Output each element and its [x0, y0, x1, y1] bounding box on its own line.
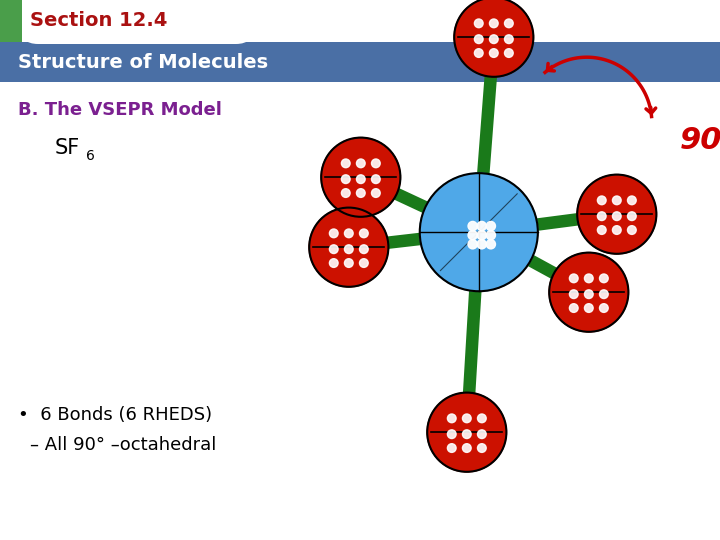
Circle shape: [490, 19, 498, 28]
Circle shape: [468, 240, 477, 249]
FancyBboxPatch shape: [20, 0, 254, 44]
Circle shape: [462, 430, 471, 438]
Circle shape: [505, 35, 513, 44]
Circle shape: [477, 444, 486, 453]
Circle shape: [329, 245, 338, 254]
Circle shape: [570, 303, 578, 313]
Circle shape: [598, 226, 606, 234]
Circle shape: [344, 229, 353, 238]
Bar: [0, 42, 720, 82]
Circle shape: [474, 49, 483, 57]
Circle shape: [628, 212, 636, 220]
Circle shape: [454, 0, 534, 77]
Circle shape: [486, 240, 495, 249]
Text: SF: SF: [55, 138, 80, 158]
Circle shape: [577, 174, 657, 254]
Circle shape: [613, 212, 621, 220]
Circle shape: [359, 259, 368, 267]
Text: B. The VSEPR Model: B. The VSEPR Model: [18, 101, 222, 119]
Text: Section 12.4: Section 12.4: [30, 11, 167, 30]
Circle shape: [372, 188, 380, 198]
Circle shape: [477, 221, 487, 231]
Circle shape: [505, 19, 513, 28]
Circle shape: [341, 159, 350, 168]
Circle shape: [570, 290, 578, 299]
Circle shape: [447, 430, 456, 438]
Circle shape: [474, 19, 483, 28]
Circle shape: [462, 414, 471, 423]
Circle shape: [474, 35, 483, 44]
Circle shape: [600, 274, 608, 283]
Circle shape: [420, 173, 538, 291]
Circle shape: [359, 245, 368, 254]
Circle shape: [613, 196, 621, 205]
Circle shape: [477, 231, 487, 240]
Circle shape: [309, 207, 388, 287]
Circle shape: [344, 245, 353, 254]
Circle shape: [356, 175, 365, 184]
Circle shape: [477, 430, 486, 438]
Circle shape: [585, 303, 593, 313]
Circle shape: [372, 159, 380, 168]
Circle shape: [427, 393, 506, 472]
Circle shape: [628, 196, 636, 205]
Circle shape: [372, 175, 380, 184]
Circle shape: [462, 444, 471, 453]
Circle shape: [468, 221, 477, 231]
Circle shape: [490, 49, 498, 57]
Circle shape: [321, 138, 400, 217]
Circle shape: [341, 175, 350, 184]
Circle shape: [598, 212, 606, 220]
Circle shape: [613, 226, 621, 234]
Circle shape: [505, 49, 513, 57]
Text: Structure of Molecules: Structure of Molecules: [18, 52, 268, 71]
Circle shape: [356, 188, 365, 198]
Text: 6: 6: [86, 149, 95, 163]
Circle shape: [447, 444, 456, 453]
Circle shape: [447, 414, 456, 423]
Circle shape: [600, 303, 608, 313]
Circle shape: [468, 231, 477, 240]
Circle shape: [477, 414, 486, 423]
Circle shape: [585, 274, 593, 283]
Text: 90°: 90°: [680, 126, 720, 154]
Circle shape: [341, 188, 350, 198]
Circle shape: [549, 253, 629, 332]
Bar: [0, 0, 22, 42]
Circle shape: [570, 274, 578, 283]
Text: – All 90° –octahedral: – All 90° –octahedral: [30, 436, 217, 454]
Circle shape: [356, 159, 365, 168]
Circle shape: [329, 259, 338, 267]
Circle shape: [486, 221, 495, 231]
Circle shape: [486, 231, 495, 240]
Text: •  6 Bonds (6 RHEDS): • 6 Bonds (6 RHEDS): [18, 406, 212, 424]
Circle shape: [359, 229, 368, 238]
Circle shape: [329, 229, 338, 238]
Circle shape: [598, 196, 606, 205]
Circle shape: [628, 226, 636, 234]
Circle shape: [490, 35, 498, 44]
Circle shape: [477, 240, 487, 249]
Circle shape: [600, 290, 608, 299]
Circle shape: [585, 290, 593, 299]
Circle shape: [344, 259, 353, 267]
